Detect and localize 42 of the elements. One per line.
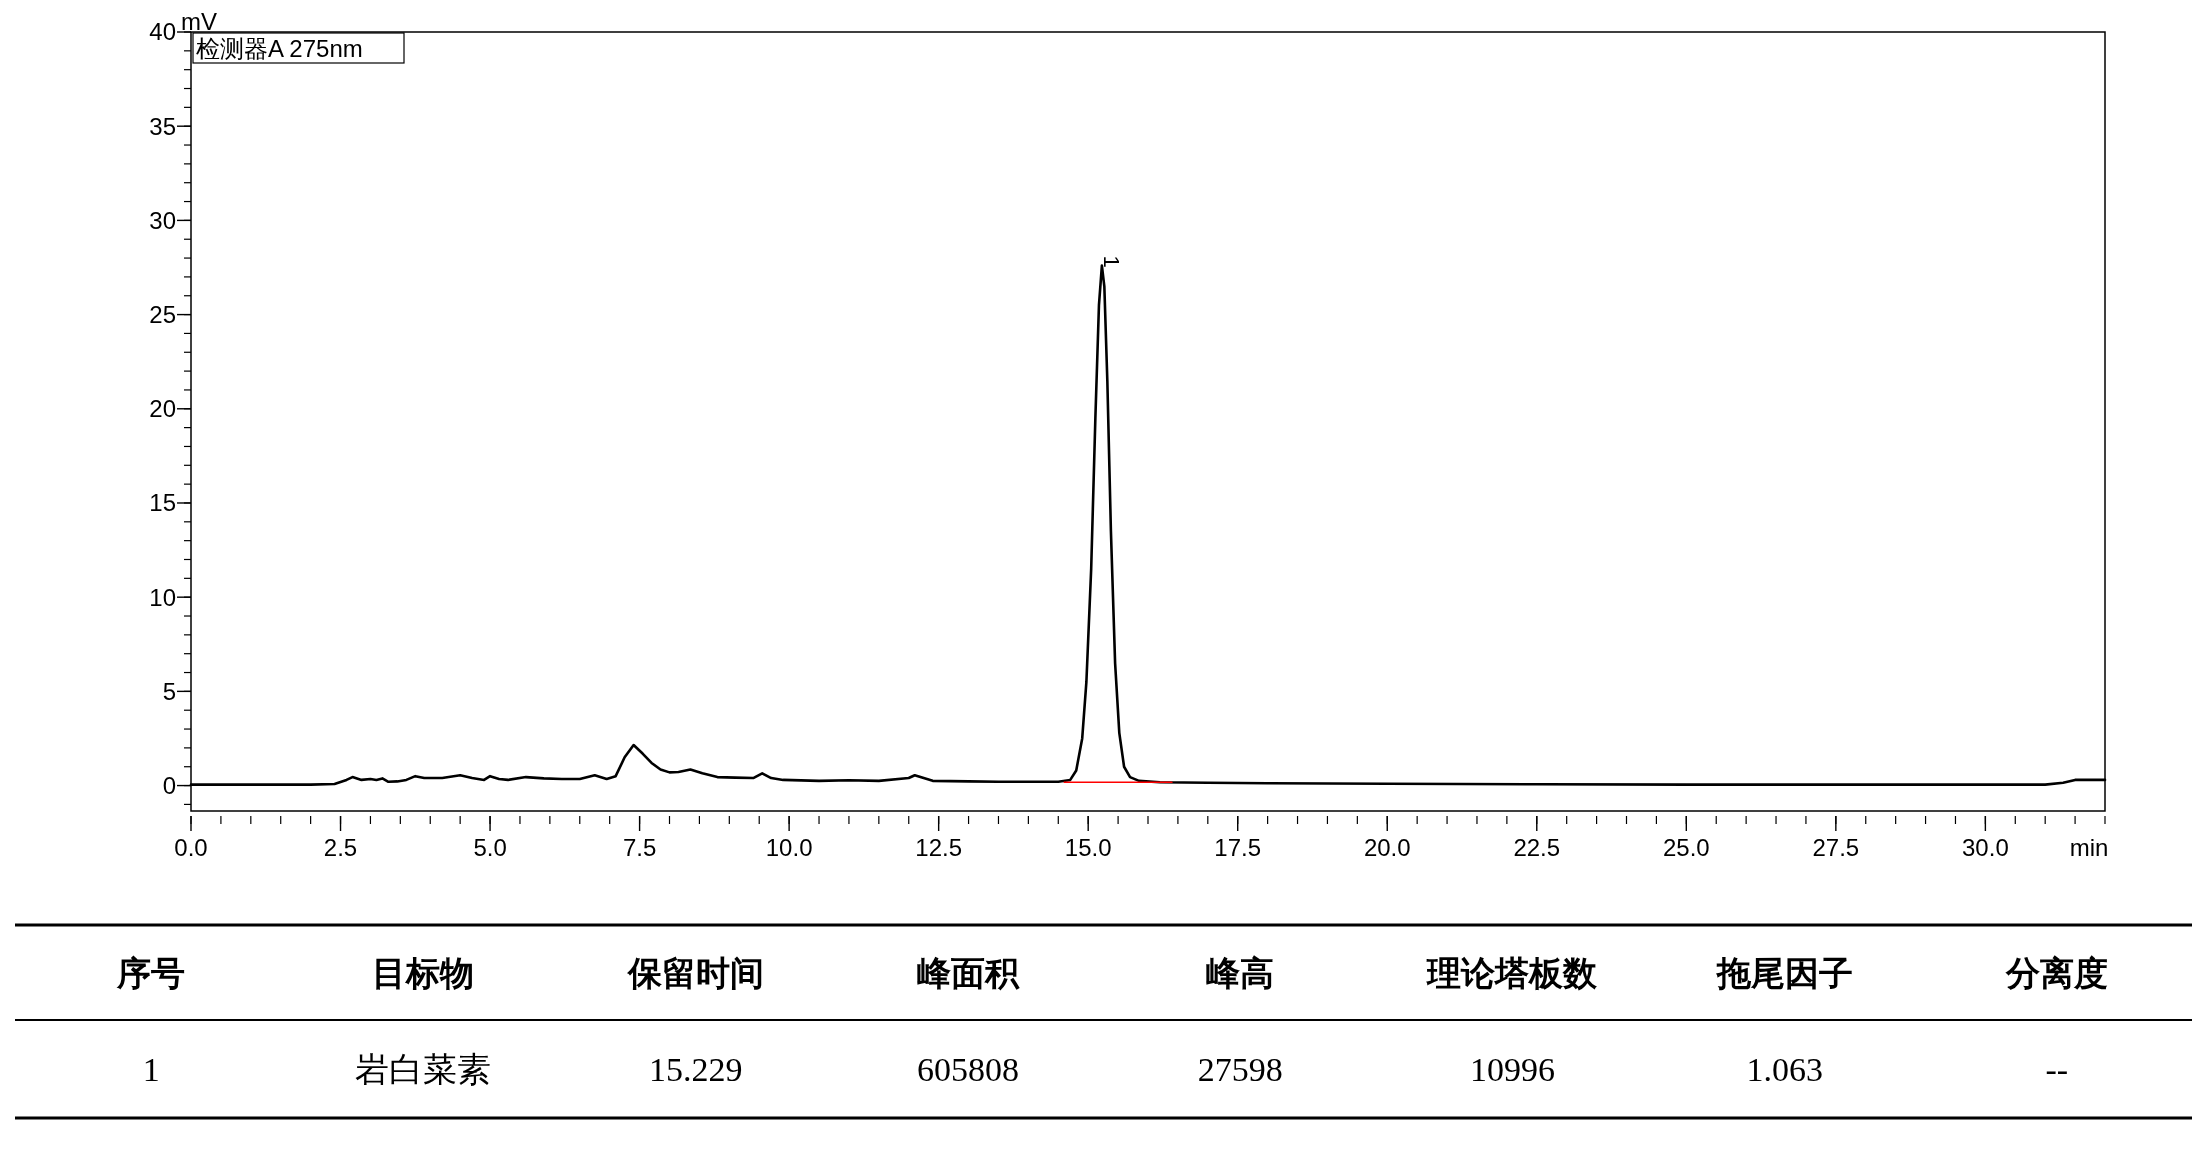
x-tick-label: 10.0 bbox=[765, 834, 813, 861]
text: 峰面积 bbox=[916, 953, 1020, 992]
text: 保留时间 bbox=[625, 953, 764, 992]
annotation: 1 bbox=[1099, 255, 1125, 268]
x-tick-label: 25.0 bbox=[1662, 834, 1710, 861]
text: 目标物 bbox=[372, 953, 475, 992]
text: 27598 bbox=[1197, 1051, 1283, 1089]
y-tick-label: 5 bbox=[162, 677, 176, 705]
y-axis-title: mV bbox=[181, 8, 217, 35]
y-tick-label: 40 bbox=[149, 18, 176, 46]
x-axis-title: min bbox=[2069, 834, 2109, 861]
text: 1 bbox=[142, 1051, 160, 1089]
y-tick-label: 15 bbox=[149, 489, 176, 517]
x-tick-label: 30.0 bbox=[1962, 834, 2009, 861]
y-tick-label: 10 bbox=[149, 583, 176, 611]
text: 1.063 bbox=[1746, 1051, 1823, 1089]
x-tick-label: 12.5 bbox=[915, 834, 963, 861]
x-tick-label: 2.5 bbox=[323, 834, 358, 861]
y-tick-label: 35 bbox=[149, 112, 176, 140]
text: 理论塔板数 bbox=[1426, 953, 1599, 992]
y-tick-label: 0 bbox=[162, 771, 176, 799]
text: 峰高 bbox=[1206, 953, 1275, 992]
text: 序号 bbox=[116, 953, 186, 992]
text: 岩白菜素 bbox=[355, 1051, 492, 1089]
text: 10996 bbox=[1469, 1051, 1555, 1089]
text: -- bbox=[2045, 1051, 2069, 1089]
chart-title: 检测器A 275nm bbox=[196, 35, 363, 62]
x-tick-label: 17.5 bbox=[1214, 834, 1262, 861]
x-tick-label: 22.5 bbox=[1513, 834, 1561, 861]
y-tick-label: 20 bbox=[149, 395, 176, 423]
x-tick-label: 0.0 bbox=[174, 834, 208, 861]
x-tick-label: 5.0 bbox=[473, 834, 507, 861]
text: 15.229 bbox=[648, 1051, 743, 1089]
x-tick-label: 7.5 bbox=[622, 834, 657, 861]
x-tick-label: 20.0 bbox=[1363, 834, 1411, 861]
x-tick-label: 27.5 bbox=[1812, 834, 1860, 861]
y-tick-label: 30 bbox=[149, 206, 176, 234]
text: 拖尾因子 bbox=[1715, 953, 1853, 992]
text: 分离度 bbox=[2004, 953, 2108, 992]
text: 605808 bbox=[916, 1051, 1019, 1089]
x-tick-label: 15.0 bbox=[1064, 834, 1112, 861]
y-tick-label: 25 bbox=[149, 300, 176, 328]
